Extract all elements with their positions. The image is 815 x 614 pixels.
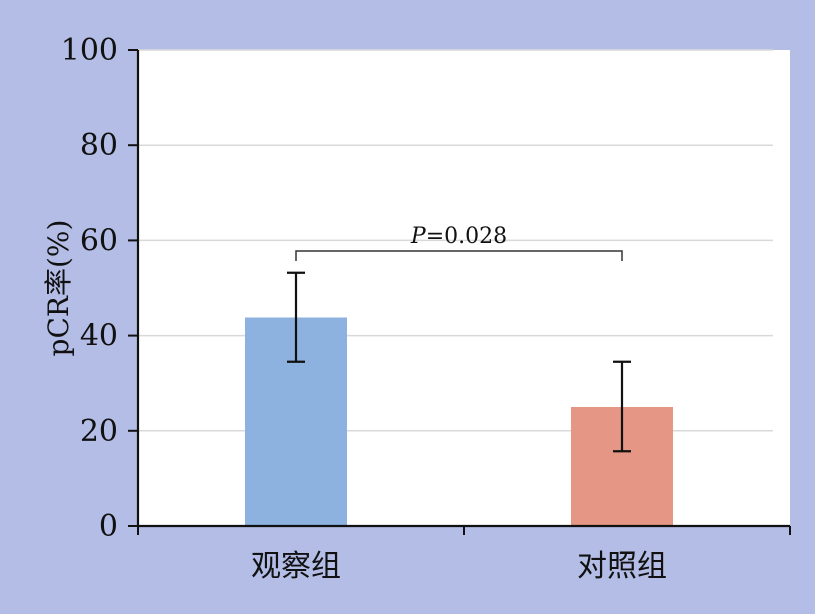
p-value-label: P=0.028 (410, 224, 507, 249)
y-tick-label: 20 (80, 414, 118, 449)
y-tick-label: 60 (80, 223, 118, 258)
error-bars (287, 271, 631, 453)
x-category-label: 观察组 (251, 549, 341, 584)
y-tick-labels: 0 20 40 60 80 100 (61, 33, 118, 544)
y-tick-label: 40 (80, 319, 118, 354)
y-tick-label: 0 (99, 509, 118, 544)
y-tick-label: 100 (61, 33, 118, 68)
x-category-labels: 观察组 对照组 (251, 549, 667, 584)
significance-bracket: P=0.028 (295, 224, 623, 261)
x-category-label: 对照组 (577, 549, 667, 584)
y-axis-title: pCR率(%) (42, 220, 75, 357)
axes (128, 49, 791, 535)
significance-bracket-line (295, 250, 623, 261)
plot-area (138, 50, 790, 526)
y-tick-label: 80 (80, 128, 118, 163)
